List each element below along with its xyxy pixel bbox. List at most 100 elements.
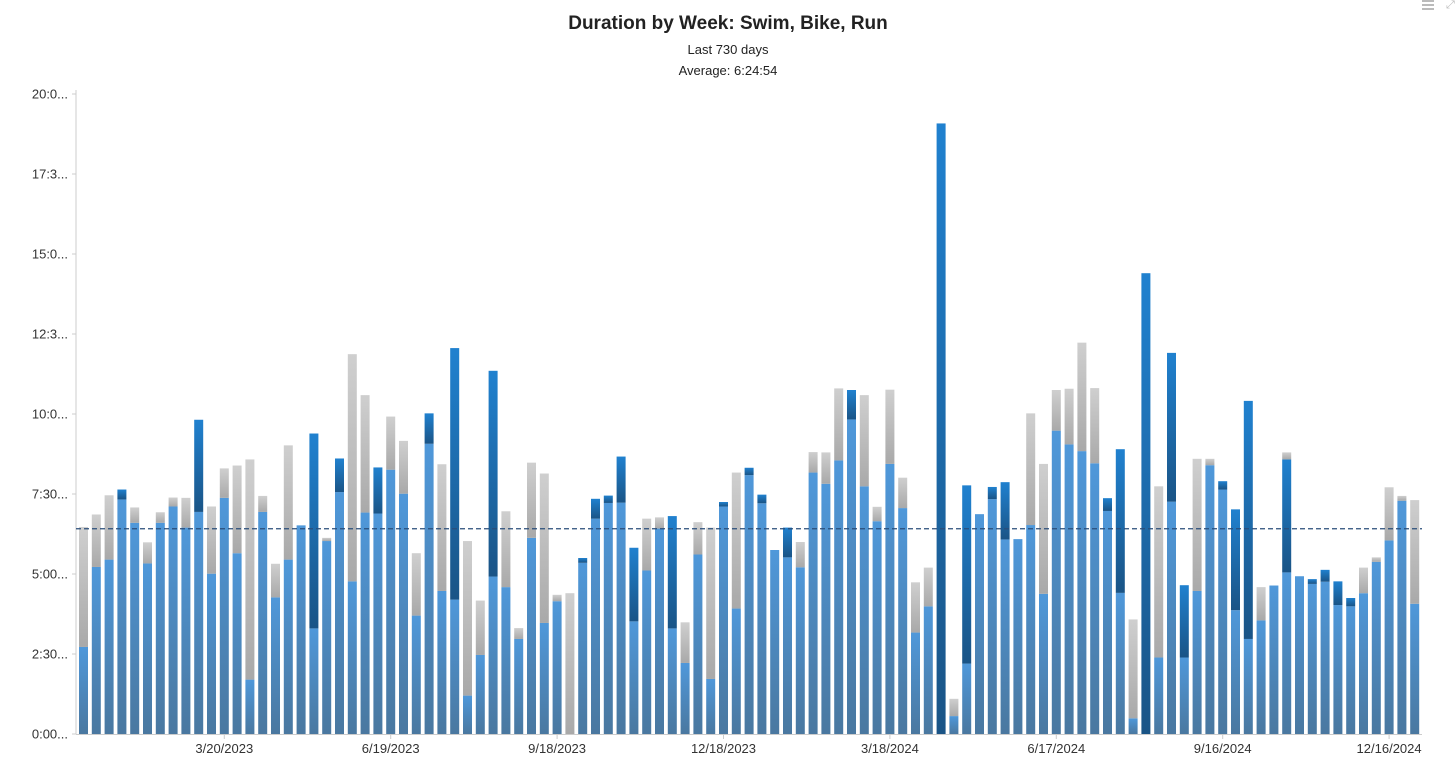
- bar-light-51: [731, 608, 741, 734]
- bar-light-52: [744, 475, 754, 734]
- bar-gray-25: [399, 440, 408, 494]
- bar-light-100: [1359, 593, 1368, 734]
- bar-gray-44: [642, 518, 652, 571]
- bar-gray-102: [1384, 487, 1394, 541]
- bar-dark-29: [450, 348, 460, 600]
- bar-dark-83: [1141, 273, 1151, 734]
- bar-dark-9: [194, 419, 204, 512]
- bar-light-14: [258, 511, 268, 734]
- bar-light-39: [578, 562, 588, 734]
- y-tick-label: 2:30...: [32, 647, 68, 662]
- bar-light-101: [1371, 561, 1381, 734]
- y-tick-label: 5:00...: [32, 567, 68, 582]
- bar-light-10: [207, 573, 216, 734]
- bar-light-89: [1218, 489, 1228, 734]
- bar-gray-28: [437, 464, 447, 591]
- bar-dark-53: [757, 494, 767, 504]
- bar-gray-66: [923, 567, 933, 607]
- bar-light-11: [219, 497, 229, 734]
- bar-light-43: [629, 621, 639, 734]
- bar-gray-56: [795, 542, 805, 568]
- bar-dark-20: [335, 458, 344, 493]
- bar-light-90: [1231, 610, 1240, 734]
- bar-light-26: [411, 615, 421, 734]
- bar-light-37: [552, 601, 562, 734]
- bar-gray-37: [552, 594, 562, 602]
- bar-light-28: [437, 590, 447, 734]
- bar-light-73: [1013, 539, 1023, 734]
- bar-gray-82: [1128, 619, 1138, 719]
- y-tick-label: 12:3...: [32, 327, 68, 342]
- bar-light-95: [1295, 576, 1304, 734]
- bar-dark-69: [962, 485, 972, 664]
- y-tick-label: 0:00...: [32, 727, 68, 742]
- bar-gray-19: [322, 537, 332, 542]
- bar-light-23: [373, 513, 383, 734]
- bar-dark-98: [1333, 581, 1343, 606]
- bar-light-79: [1090, 463, 1100, 734]
- bar-gray-1: [91, 514, 101, 567]
- bar-gray-61: [859, 395, 869, 487]
- bar-dark-23: [373, 467, 383, 514]
- bar-light-42: [616, 502, 626, 734]
- bar-gray-4: [130, 507, 140, 523]
- bar-light-27: [424, 443, 434, 734]
- bar-gray-65: [911, 582, 920, 633]
- bar-gray-94: [1282, 452, 1292, 460]
- bar-light-19: [322, 541, 332, 734]
- bar-light-29: [450, 599, 460, 734]
- bar-light-75: [1039, 593, 1048, 734]
- bar-light-62: [872, 521, 882, 734]
- bar-dark-18: [309, 433, 319, 629]
- expand-icon[interactable]: ⤢: [1446, 0, 1455, 11]
- bar-gray-5: [143, 542, 152, 564]
- bar-gray-76: [1051, 390, 1061, 431]
- bar-light-12: [232, 553, 242, 734]
- bar-dark-80: [1103, 498, 1112, 511]
- bar-gray-49: [706, 527, 716, 679]
- bar-light-1: [91, 566, 101, 734]
- bar-dark-86: [1179, 585, 1189, 658]
- bar-light-50: [719, 506, 728, 734]
- bar-light-88: [1205, 465, 1215, 734]
- bar-dark-42: [616, 456, 626, 503]
- bar-gray-21: [347, 354, 357, 582]
- bar-gray-75: [1039, 463, 1048, 594]
- hamburger-menu-icon[interactable]: [1422, 0, 1434, 10]
- bar-dark-46: [667, 516, 677, 629]
- bar-gray-14: [258, 495, 268, 512]
- bar-gray-77: [1064, 388, 1074, 445]
- bar-light-24: [386, 469, 396, 734]
- bar-gray-92: [1256, 587, 1266, 621]
- bar-dark-41: [603, 495, 613, 503]
- bar-gray-33: [501, 511, 511, 588]
- bar-gray-100: [1359, 567, 1368, 594]
- bar-gray-58: [821, 452, 831, 484]
- bar-gray-62: [872, 506, 882, 522]
- bar-gray-101: [1371, 557, 1381, 562]
- chart-title: Duration by Week: Swim, Bike, Run: [568, 13, 888, 34]
- bar-light-103: [1397, 500, 1407, 734]
- bar-light-32: [488, 576, 498, 734]
- bar-gray-2: [104, 495, 114, 560]
- bar-gray-104: [1410, 500, 1420, 604]
- bar-light-30: [463, 695, 472, 734]
- bar-light-60: [847, 419, 856, 734]
- bar-light-41: [603, 502, 613, 734]
- bar-light-46: [667, 628, 677, 734]
- bar-dark-81: [1115, 449, 1125, 593]
- bar-light-21: [347, 581, 357, 734]
- bar-dark-3: [117, 489, 127, 500]
- bar-light-7: [168, 506, 178, 734]
- bar-gray-59: [834, 388, 844, 461]
- bar-light-86: [1179, 657, 1189, 734]
- bar-light-53: [757, 503, 767, 734]
- bar-light-74: [1026, 525, 1036, 734]
- bar-light-55: [783, 557, 792, 734]
- bar-light-87: [1192, 590, 1202, 734]
- bar-light-22: [360, 512, 370, 734]
- bar-light-35: [527, 537, 536, 734]
- bar-dark-71: [987, 486, 997, 500]
- bar-gray-22: [360, 395, 370, 513]
